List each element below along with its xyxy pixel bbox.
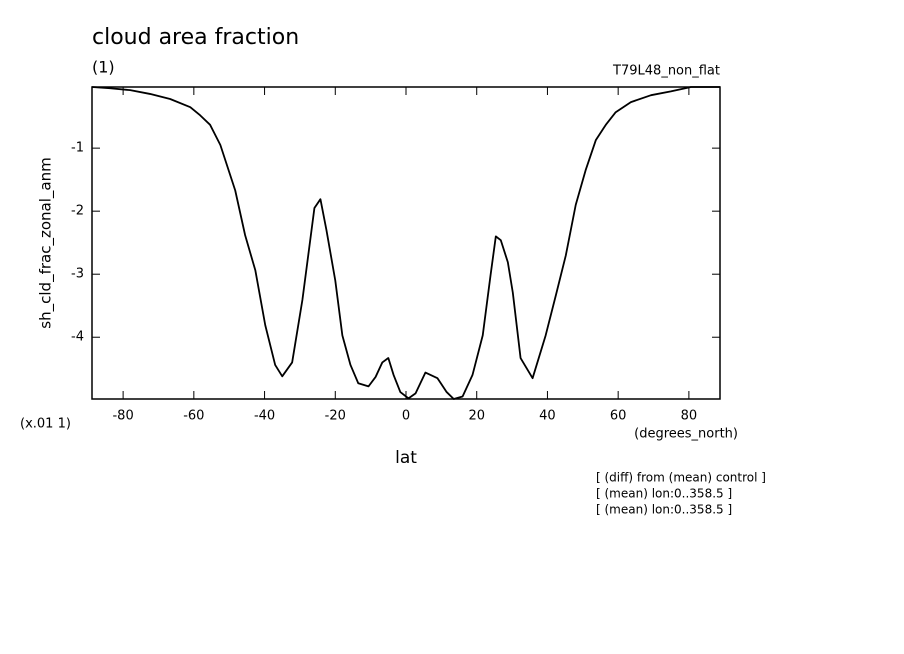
x-tick-label: -40 [254, 409, 275, 424]
x-axis-label: lat [395, 448, 417, 468]
x-tick-label: 60 [610, 409, 627, 424]
y-axis-label: sh_cld_frac_zonal_anm [37, 157, 56, 328]
x-tick-label: 80 [681, 409, 698, 424]
note: [ (diff) from (mean) control ] [596, 471, 766, 485]
subtitle: (1) [92, 58, 115, 77]
x-tick-label: -20 [325, 409, 346, 424]
chart-title: cloud area fraction [92, 25, 299, 50]
y-tick-label: -4 [71, 330, 84, 345]
note: [ (mean) lon:0..358.5 ] [596, 503, 732, 517]
plot-frame [91, 86, 721, 400]
y-tick-label: -1 [71, 141, 84, 156]
x-tick-label: 0 [402, 409, 410, 424]
y-tick-label: -2 [71, 204, 84, 219]
y-tick-label: -3 [71, 267, 84, 282]
x-axis-units: (degrees_north) [634, 427, 738, 442]
x-tick-label: -60 [183, 409, 204, 424]
x-tick-label: -80 [112, 409, 133, 424]
x-tick-label: 40 [539, 409, 556, 424]
note: [ (mean) lon:0..358.5 ] [596, 487, 732, 501]
annotation: T79L48_non_flat [612, 64, 720, 79]
x-tick-label: 20 [468, 409, 485, 424]
y-scale-note: (x.01 1) [20, 417, 71, 432]
data-line [91, 86, 720, 400]
